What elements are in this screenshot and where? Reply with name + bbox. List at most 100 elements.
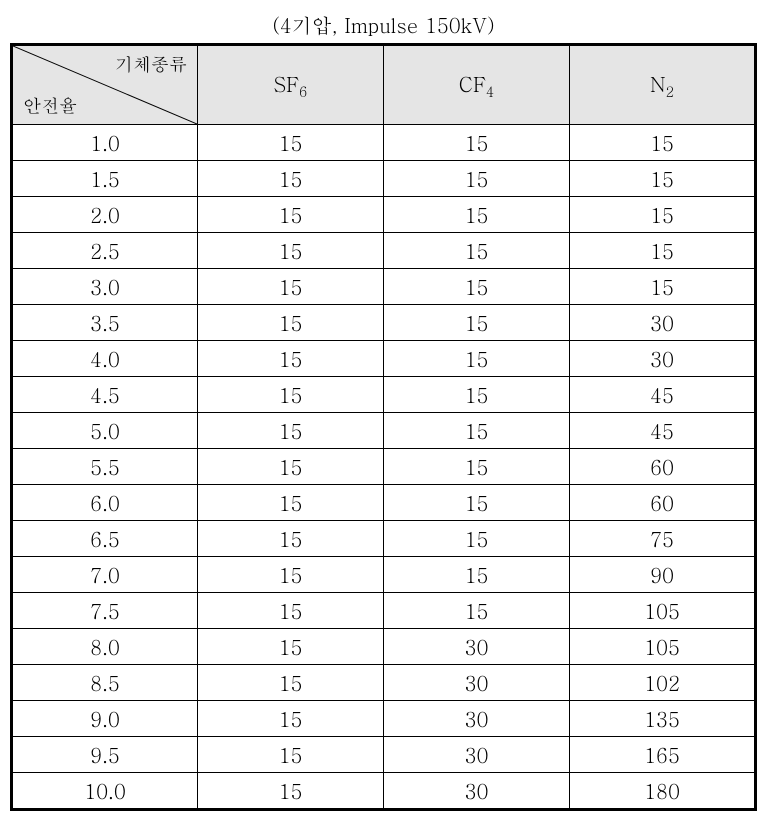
cell-value: 15 bbox=[570, 197, 756, 233]
data-table: 기체종류 안전율 SF6 CF4 N2 1.01515151.51515152.… bbox=[10, 43, 757, 811]
table-row: 1.5151515 bbox=[12, 161, 756, 197]
cell-value: 105 bbox=[570, 629, 756, 665]
table-row: 5.0151545 bbox=[12, 413, 756, 449]
cell-value: 15 bbox=[570, 233, 756, 269]
table-row: 10.01530180 bbox=[12, 773, 756, 810]
cell-value: 15 bbox=[198, 305, 384, 341]
cell-value: 15 bbox=[198, 197, 384, 233]
cell-value: 15 bbox=[198, 449, 384, 485]
cell-value: 45 bbox=[570, 377, 756, 413]
table-row: 8.01530105 bbox=[12, 629, 756, 665]
row-label: 3.5 bbox=[12, 305, 198, 341]
cell-value: 15 bbox=[384, 161, 570, 197]
table-row: 1.0151515 bbox=[12, 125, 756, 161]
row-label: 9.0 bbox=[12, 701, 198, 737]
cell-value: 15 bbox=[384, 449, 570, 485]
column-header-cf4: CF4 bbox=[384, 45, 570, 125]
cell-value: 15 bbox=[198, 269, 384, 305]
cell-value: 15 bbox=[198, 737, 384, 773]
row-label: 1.5 bbox=[12, 161, 198, 197]
cell-value: 30 bbox=[570, 305, 756, 341]
col-sub: 4 bbox=[486, 81, 494, 101]
cell-value: 15 bbox=[198, 773, 384, 810]
table-row: 5.5151560 bbox=[12, 449, 756, 485]
cell-value: 30 bbox=[570, 341, 756, 377]
row-label: 3.0 bbox=[12, 269, 198, 305]
cell-value: 15 bbox=[570, 161, 756, 197]
cell-value: 135 bbox=[570, 701, 756, 737]
cell-value: 75 bbox=[570, 521, 756, 557]
cell-value: 15 bbox=[198, 413, 384, 449]
cell-value: 15 bbox=[384, 197, 570, 233]
cell-value: 15 bbox=[198, 521, 384, 557]
row-label: 1.0 bbox=[12, 125, 198, 161]
cell-value: 15 bbox=[198, 341, 384, 377]
cell-value: 15 bbox=[198, 629, 384, 665]
cell-value: 15 bbox=[384, 305, 570, 341]
cell-value: 15 bbox=[198, 377, 384, 413]
table-row: 2.0151515 bbox=[12, 197, 756, 233]
cell-value: 30 bbox=[384, 773, 570, 810]
col-label: CF bbox=[459, 69, 486, 98]
row-label: 5.5 bbox=[12, 449, 198, 485]
table-body: 1.01515151.51515152.01515152.51515153.01… bbox=[12, 125, 756, 810]
row-label: 2.5 bbox=[12, 233, 198, 269]
cell-value: 15 bbox=[384, 233, 570, 269]
cell-value: 105 bbox=[570, 593, 756, 629]
table-row: 8.51530102 bbox=[12, 665, 756, 701]
table-header-row: 기체종류 안전율 SF6 CF4 N2 bbox=[12, 45, 756, 125]
cell-value: 15 bbox=[570, 125, 756, 161]
col-sub: 6 bbox=[299, 81, 307, 101]
row-label: 9.5 bbox=[12, 737, 198, 773]
cell-value: 30 bbox=[384, 737, 570, 773]
row-label: 10.0 bbox=[12, 773, 198, 810]
row-label: 4.5 bbox=[12, 377, 198, 413]
cell-value: 15 bbox=[384, 557, 570, 593]
row-label: 7.0 bbox=[12, 557, 198, 593]
cell-value: 15 bbox=[570, 269, 756, 305]
table-row: 3.5151530 bbox=[12, 305, 756, 341]
col-label: N bbox=[650, 69, 666, 98]
cell-value: 15 bbox=[198, 233, 384, 269]
cell-value: 15 bbox=[198, 485, 384, 521]
cell-value: 15 bbox=[198, 161, 384, 197]
cell-value: 15 bbox=[384, 269, 570, 305]
row-label: 5.0 bbox=[12, 413, 198, 449]
table-row: 3.0151515 bbox=[12, 269, 756, 305]
diag-header-top: 기체종류 bbox=[115, 52, 187, 77]
cell-value: 15 bbox=[198, 557, 384, 593]
table-row: 2.5151515 bbox=[12, 233, 756, 269]
cell-value: 60 bbox=[570, 485, 756, 521]
cell-value: 15 bbox=[384, 593, 570, 629]
cell-value: 90 bbox=[570, 557, 756, 593]
cell-value: 15 bbox=[384, 341, 570, 377]
table-row: 6.0151560 bbox=[12, 485, 756, 521]
table-row: 4.5151545 bbox=[12, 377, 756, 413]
cell-value: 15 bbox=[384, 125, 570, 161]
cell-value: 60 bbox=[570, 449, 756, 485]
diag-header-bottom: 안전율 bbox=[23, 93, 77, 118]
row-label: 8.0 bbox=[12, 629, 198, 665]
cell-value: 15 bbox=[198, 701, 384, 737]
column-header-n2: N2 bbox=[570, 45, 756, 125]
cell-value: 15 bbox=[384, 521, 570, 557]
table-row: 7.51515105 bbox=[12, 593, 756, 629]
cell-value: 15 bbox=[198, 593, 384, 629]
col-sub: 2 bbox=[666, 81, 674, 101]
cell-value: 30 bbox=[384, 629, 570, 665]
table-caption: (4기압, Impulse 150kV) bbox=[10, 10, 757, 39]
col-label: SF bbox=[274, 69, 299, 98]
table-row: 7.0151590 bbox=[12, 557, 756, 593]
cell-value: 15 bbox=[198, 665, 384, 701]
row-label: 2.0 bbox=[12, 197, 198, 233]
cell-value: 30 bbox=[384, 701, 570, 737]
cell-value: 15 bbox=[384, 413, 570, 449]
cell-value: 15 bbox=[384, 485, 570, 521]
row-label: 6.5 bbox=[12, 521, 198, 557]
row-label: 6.0 bbox=[12, 485, 198, 521]
table-row: 6.5151575 bbox=[12, 521, 756, 557]
row-label: 7.5 bbox=[12, 593, 198, 629]
diagonal-header-cell: 기체종류 안전율 bbox=[12, 45, 198, 125]
table-row: 9.01530135 bbox=[12, 701, 756, 737]
table-row: 9.51530165 bbox=[12, 737, 756, 773]
